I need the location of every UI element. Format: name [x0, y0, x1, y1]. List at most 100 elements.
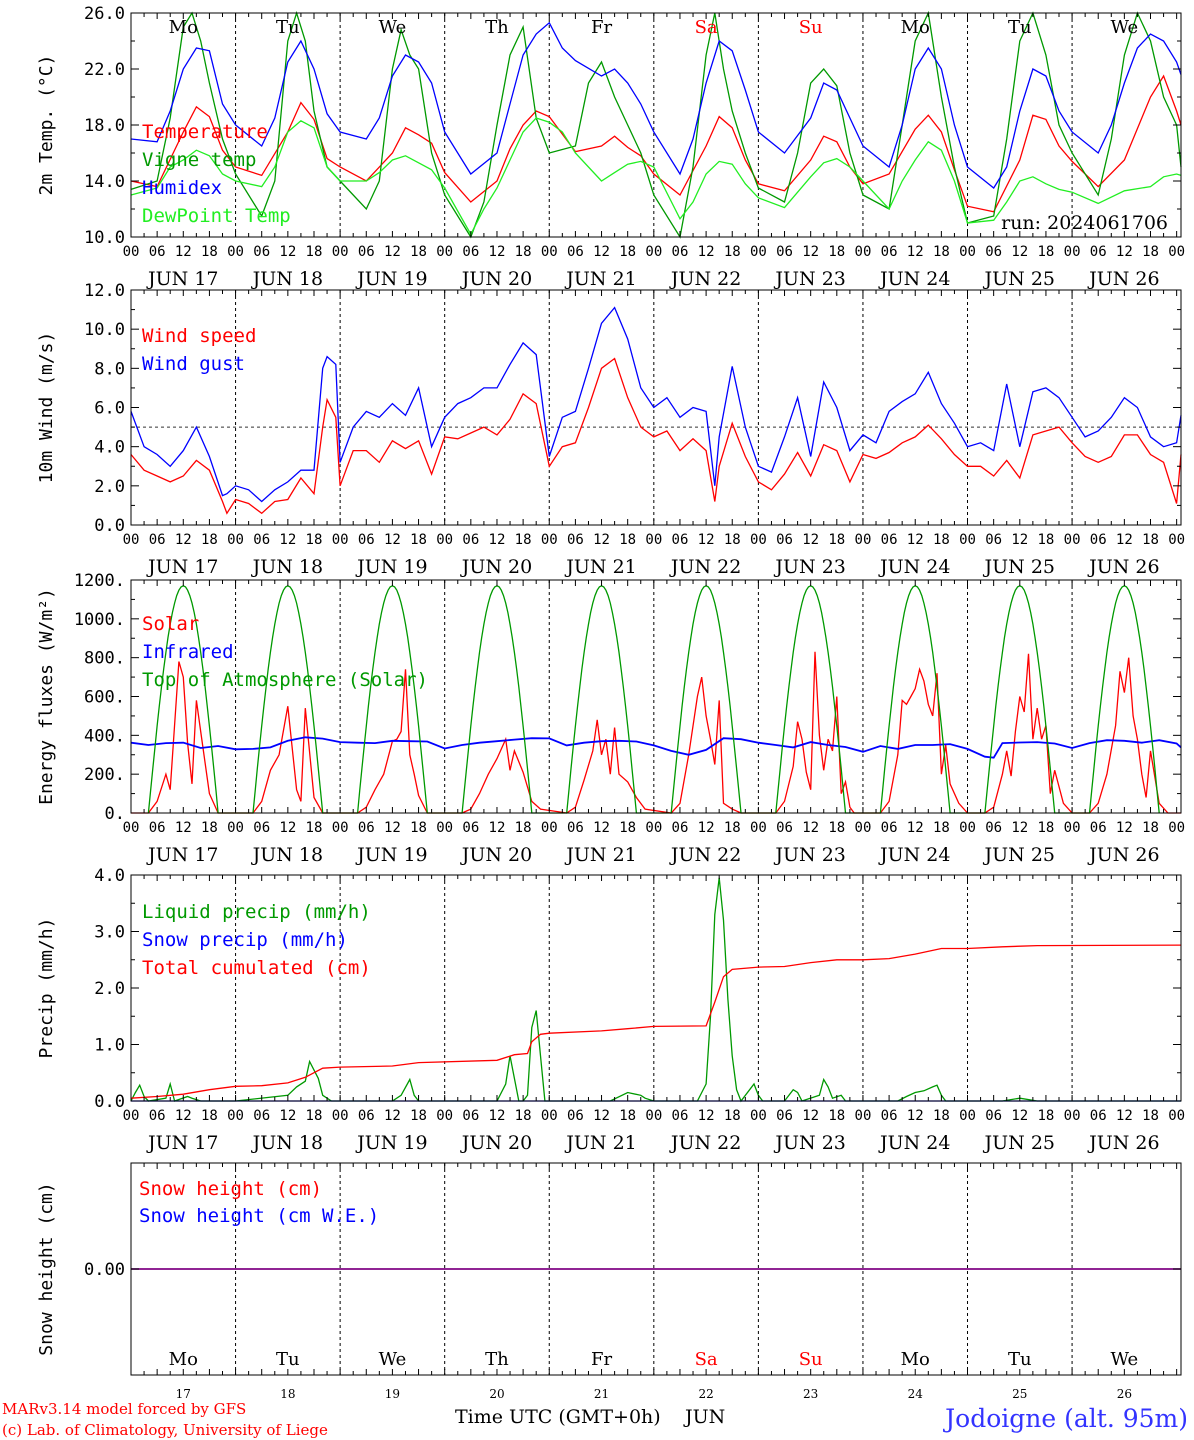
x-date-label: JUN 18 [251, 556, 323, 578]
y-axis-title: Precip (mm/h) [36, 918, 57, 1059]
x-hour-label: 06 [985, 244, 1002, 260]
series-line-humidex [130, 21, 1182, 189]
x-date-label: JUN 20 [460, 268, 532, 290]
series-line-total-cumulated-cm- [130, 944, 1182, 1099]
x-hour-label: 00 [750, 1108, 767, 1124]
x-date-label: JUN 21 [564, 844, 636, 866]
x-hour-label: 06 [672, 532, 689, 548]
y-tick-label: 4.0 [94, 438, 125, 458]
x-hour-label: 00 [645, 532, 662, 548]
x-hour-label: 00 [1064, 820, 1081, 836]
y-tick-label: 200. [84, 765, 125, 785]
x-hour-label: 12 [1116, 532, 1133, 548]
legend-entry: Snow height (cm) [139, 1178, 322, 1200]
x-hour-label: 06 [881, 244, 898, 260]
weekday-label: Tu [276, 1349, 300, 1370]
series-line-liquid-precip-mm-h- [130, 877, 1181, 1103]
y-tick-label: 0.0 [94, 1092, 125, 1112]
x-date-label: JUN 19 [355, 556, 427, 578]
plot-frame [130, 579, 1182, 814]
x-date-label: JUN 25 [983, 1132, 1055, 1154]
x-hour-label: 00 [1168, 820, 1185, 836]
x-date-label: JUN 18 [251, 268, 323, 290]
x-date-label: JUN 19 [355, 844, 427, 866]
x-hour-label: 12 [1011, 820, 1028, 836]
x-date-label: JUN 23 [773, 556, 845, 578]
y-tick-label: 1200. [74, 571, 125, 591]
x-hour-label: 12 [1011, 244, 1028, 260]
x-hour-label: 06 [672, 820, 689, 836]
x-hour-label: 18 [201, 532, 218, 548]
x-hour-label: 00 [645, 820, 662, 836]
x-hour-label: 12 [593, 1108, 610, 1124]
legend-entry: Solar [142, 613, 199, 635]
x-hour-label: 06 [985, 820, 1002, 836]
x-hour-label: 12 [802, 244, 819, 260]
x-hour-label: 18 [933, 1108, 950, 1124]
weekday-label: Tu [1008, 1349, 1032, 1370]
x-hour-label: 06 [253, 1108, 270, 1124]
x-hour-label: 12 [279, 532, 296, 548]
x-hour-label: 06 [1090, 1108, 1107, 1124]
weekday-label: Mo [169, 1349, 198, 1370]
x-hour-label: 00 [1064, 532, 1081, 548]
y-tick-label: 0. [105, 804, 125, 824]
legend-entry: Total cumulated (cm) [142, 957, 371, 979]
x-hour-label: 00 [541, 532, 558, 548]
x-date-label: JUN 21 [564, 1132, 636, 1154]
x-date-label: JUN 22 [669, 556, 741, 578]
x-hour-label: 12 [907, 820, 924, 836]
x-date-label: JUN 25 [983, 268, 1055, 290]
x-hour-label: 18 [1142, 532, 1159, 548]
x-hour-label: 00 [332, 532, 349, 548]
x-hour-label: 18 [306, 1108, 323, 1124]
x-hour-label: 00 [123, 820, 140, 836]
weekday-label: We [1111, 17, 1139, 38]
x-hour-label: 12 [1116, 820, 1133, 836]
x-hour-label: 18 [619, 244, 636, 260]
x-hour-label: 12 [489, 1108, 506, 1124]
x-hour-label: 18 [306, 244, 323, 260]
x-hour-label: 06 [358, 244, 375, 260]
x-hour-label: 00 [436, 532, 453, 548]
day-number-label: 20 [489, 1387, 504, 1401]
x-hour-label: 18 [515, 820, 532, 836]
x-hour-label: 12 [593, 532, 610, 548]
x-hour-label: 12 [384, 244, 401, 260]
day-number-label: 17 [176, 1387, 191, 1401]
y-tick-label: 22.0 [84, 60, 125, 80]
x-hour-label: 00 [123, 244, 140, 260]
x-hour-label: 00 [959, 820, 976, 836]
x-axis-month: JUN [683, 1406, 725, 1428]
weekday-label: Sa [695, 1349, 718, 1370]
credit-line-1: MARv3.14 model forced by GFS [2, 1400, 246, 1418]
x-hour-label: 06 [149, 1108, 166, 1124]
run-annotation: run: 2024061706 [1001, 212, 1168, 234]
weekday-label: We [379, 1349, 407, 1370]
x-hour-label: 12 [175, 532, 192, 548]
x-hour-label: 00 [750, 532, 767, 548]
x-hour-label: 00 [332, 820, 349, 836]
x-date-label: JUN 26 [1087, 268, 1159, 290]
x-hour-label: 06 [672, 244, 689, 260]
x-hour-label: 18 [410, 820, 427, 836]
x-hour-label: 00 [750, 820, 767, 836]
x-hour-label: 06 [358, 1108, 375, 1124]
x-hour-label: 00 [541, 820, 558, 836]
day-number-label: 21 [594, 1387, 609, 1401]
x-hour-label: 18 [828, 532, 845, 548]
series-line-vigne-temp [130, 10, 1182, 239]
day-number-label: 25 [1012, 1387, 1027, 1401]
x-hour-label: 00 [855, 1108, 872, 1124]
x-hour-label: 12 [279, 820, 296, 836]
x-hour-label: 00 [227, 820, 244, 836]
x-hour-label: 12 [698, 532, 715, 548]
x-hour-label: 00 [227, 1108, 244, 1124]
y-tick-label: 0.0 [94, 516, 125, 536]
x-hour-label: 12 [1011, 532, 1028, 548]
x-date-label: JUN 20 [460, 556, 532, 578]
x-hour-label: 18 [828, 820, 845, 836]
x-date-label: JUN 18 [251, 844, 323, 866]
panel-2: Wind speed Wind gust 0.0 2.0 4.0 6.0 8.0 10.0 12… [36, 281, 1185, 578]
